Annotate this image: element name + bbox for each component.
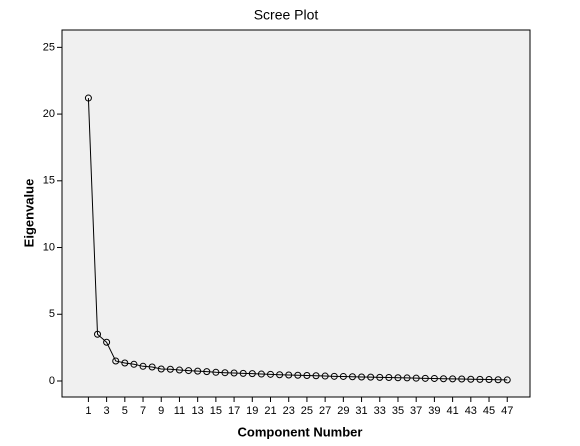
data-point	[476, 375, 484, 383]
x-tick-label: 37	[410, 405, 422, 417]
data-point	[185, 367, 193, 375]
data-point	[194, 367, 202, 375]
x-tick-label: 39	[428, 405, 440, 417]
data-point	[348, 373, 356, 381]
x-tick-label: 33	[374, 405, 386, 417]
x-tick-label: 45	[483, 405, 495, 417]
data-point	[230, 369, 238, 377]
data-point	[257, 370, 265, 378]
y-tick-label: 15	[43, 175, 55, 187]
data-point	[285, 371, 293, 379]
chart-title: Scree Plot	[254, 7, 319, 23]
x-tick-label: 29	[337, 405, 349, 417]
x-tick-label: 15	[210, 405, 222, 417]
data-point	[449, 375, 457, 383]
data-point	[367, 373, 375, 381]
data-point	[130, 360, 138, 368]
data-point	[403, 374, 411, 382]
x-tick-label: 17	[228, 405, 240, 417]
x-tick-label: 9	[158, 405, 164, 417]
x-tick-label: 47	[501, 405, 513, 417]
data-point	[394, 374, 402, 382]
data-point	[112, 357, 120, 365]
data-point	[94, 330, 102, 338]
y-axis-label: Eigenvalue	[21, 179, 36, 248]
data-point	[248, 370, 256, 378]
x-tick-label: 13	[192, 405, 204, 417]
data-point	[212, 368, 220, 376]
x-tick-label: 1	[85, 405, 91, 417]
x-tick-label: 25	[301, 405, 313, 417]
y-tick-label: 10	[43, 241, 55, 253]
data-point	[157, 365, 165, 373]
data-point	[148, 363, 156, 371]
y-tick-label: 5	[49, 308, 55, 320]
y-tick-label: 0	[49, 375, 55, 387]
y-tick-label: 20	[43, 108, 55, 120]
data-point	[503, 376, 511, 384]
data-point	[421, 374, 429, 382]
data-point	[239, 369, 247, 377]
data-point	[294, 371, 302, 379]
data-point	[358, 373, 366, 381]
x-tick-label: 35	[392, 405, 404, 417]
x-tick-label: 41	[446, 405, 458, 417]
y-tick-label: 25	[43, 41, 55, 53]
data-point	[175, 366, 183, 374]
x-tick-label: 27	[319, 405, 331, 417]
data-point	[139, 362, 147, 370]
x-tick-label: 23	[283, 405, 295, 417]
data-point	[312, 372, 320, 380]
data-point	[458, 375, 466, 383]
data-point	[103, 338, 111, 346]
x-tick-label: 31	[355, 405, 367, 417]
data-point	[321, 372, 329, 380]
x-tick-label: 3	[104, 405, 110, 417]
data-point	[166, 365, 174, 373]
data-point	[376, 373, 384, 381]
data-point	[467, 375, 475, 383]
x-tick-label: 21	[264, 405, 276, 417]
data-point	[485, 376, 493, 384]
x-tick-label: 19	[246, 405, 258, 417]
x-tick-label: 5	[122, 405, 128, 417]
data-point	[339, 372, 347, 380]
data-point	[203, 368, 211, 376]
data-point	[303, 372, 311, 380]
x-tick-label: 43	[465, 405, 477, 417]
data-point	[385, 374, 393, 382]
data-point	[330, 372, 338, 380]
data-point	[267, 370, 275, 378]
data-point	[84, 94, 92, 102]
x-tick-label: 11	[174, 405, 185, 417]
data-point	[430, 374, 438, 382]
data-point	[412, 374, 420, 382]
plot-area	[61, 29, 531, 398]
data-point	[440, 375, 448, 383]
x-axis-label: Component Number	[238, 424, 363, 439]
data-point	[276, 371, 284, 379]
x-tick-label: 7	[140, 405, 146, 417]
data-point	[221, 369, 229, 377]
data-point	[494, 376, 502, 384]
data-point	[121, 359, 129, 367]
